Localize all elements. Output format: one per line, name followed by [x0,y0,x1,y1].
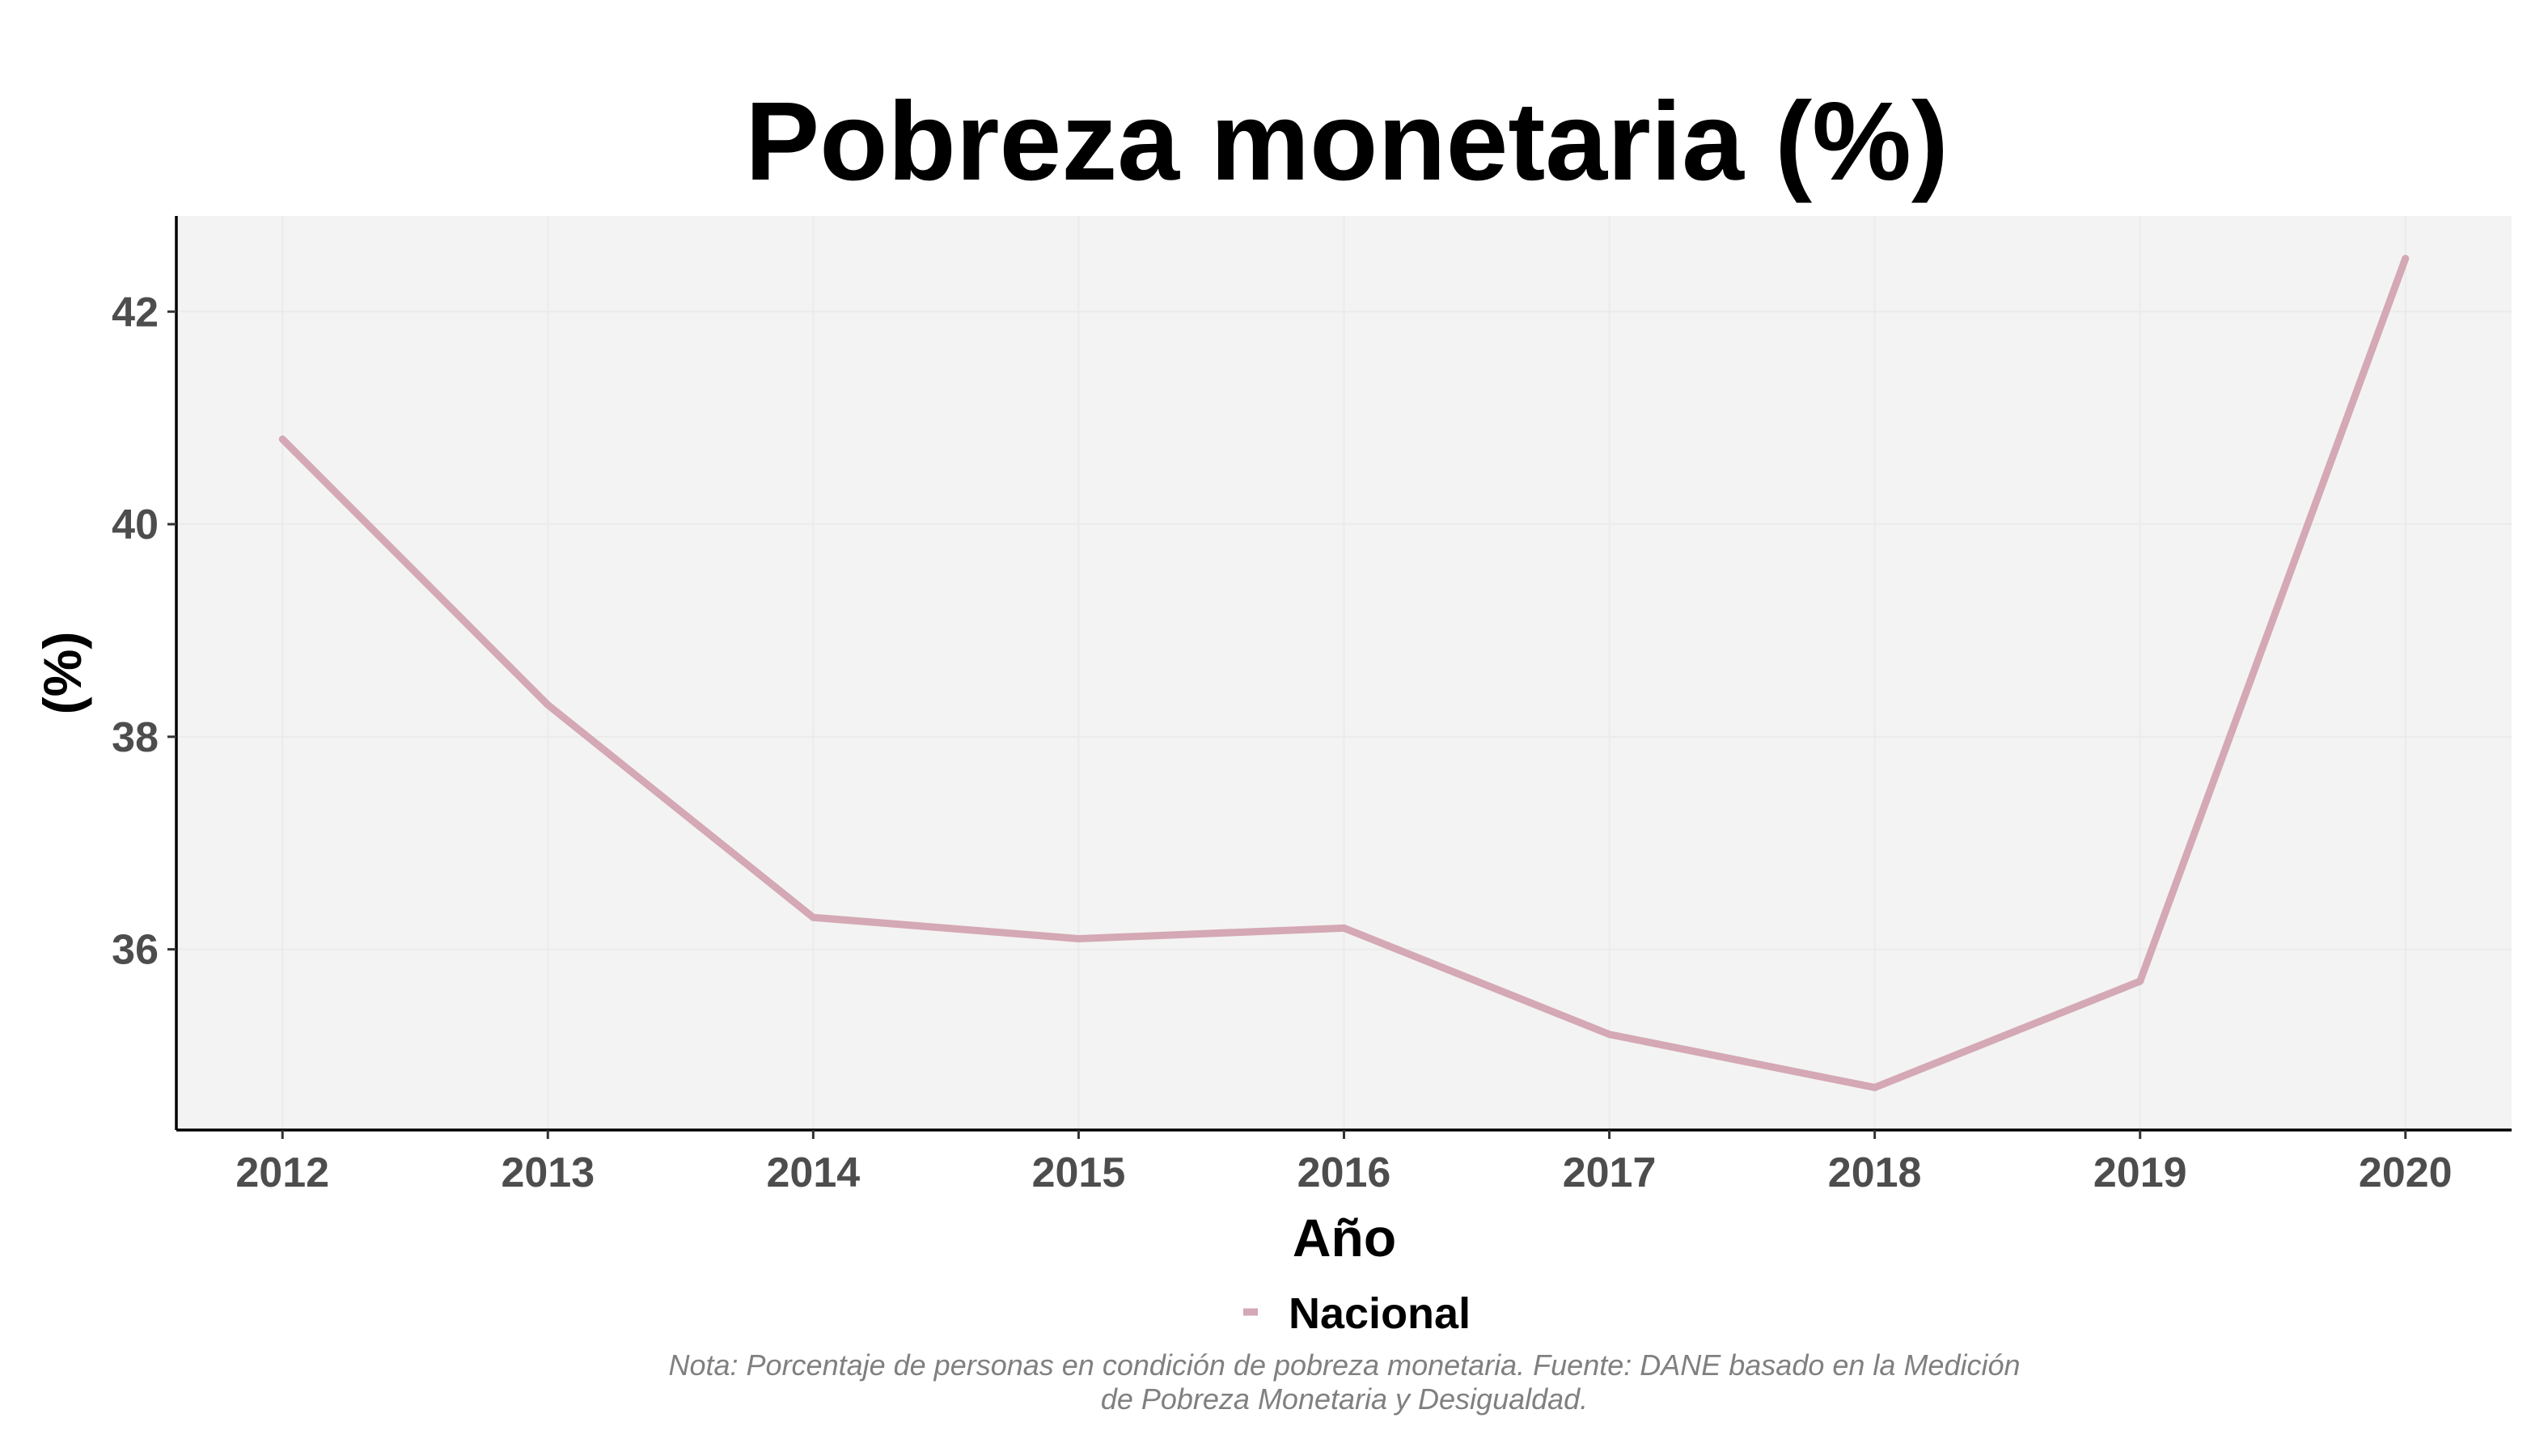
x-tick-label-2017: 2017 [1563,1149,1657,1196]
data-point-nacional-2019 [2136,977,2144,985]
x-tick-label-2019: 2019 [2093,1149,2187,1196]
x-tick-label-2020: 2020 [2359,1149,2453,1196]
x-axis-ticks: 2012 2013 2014 2015 2016 2017 2018 2019 2020 [235,1130,2453,1196]
chart-title: Pobreza monetaria (%) [745,79,1949,204]
data-point-nacional-2020 [2402,255,2410,263]
y-tick-label-40: 40 [112,502,159,548]
data-point-nacional-2012 [278,435,286,443]
y-tick-label-42: 42 [112,289,159,336]
y-axis-ticks: 36 38 40 42 [112,289,176,974]
y-tick-label-36: 36 [112,927,159,974]
data-point-nacional-2016 [1340,924,1348,932]
y-axis-title: (%) [32,632,92,715]
x-tick-label-2012: 2012 [235,1149,329,1196]
x-tick-label-2015: 2015 [1032,1149,1126,1196]
data-point-nacional-2017 [1606,1031,1614,1039]
caption-line-2: de Pobreza Monetaria y Desigualdad. [1101,1382,1588,1416]
grid-lines [176,216,2512,1130]
x-tick-label-2013: 2013 [501,1149,595,1196]
x-tick-label-2018: 2018 [1828,1149,1922,1196]
data-point-nacional-2018 [1871,1083,1879,1091]
legend-label-nacional: Nacional [1289,1289,1471,1338]
series-layer [278,255,2410,1091]
x-tick-label-2014: 2014 [767,1149,861,1196]
x-axis-title: Año [1293,1208,1396,1268]
caption-line-1: Nota: Porcentaje de personas en condició… [668,1348,2020,1382]
legend: Nacional [1243,1289,1471,1338]
x-tick-label-2016: 2016 [1297,1149,1391,1196]
data-point-nacional-2014 [809,913,817,921]
data-point-nacional-2013 [544,700,552,709]
y-tick-label-38: 38 [112,714,159,761]
data-point-nacional-2015 [1074,934,1082,942]
